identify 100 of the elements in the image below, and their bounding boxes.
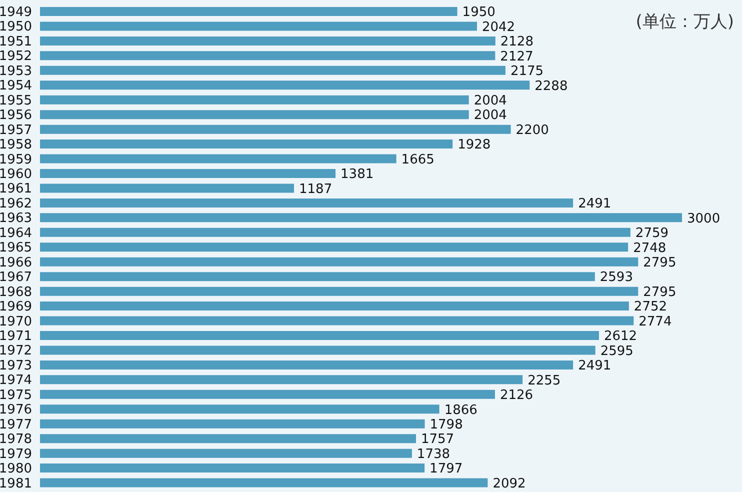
data-label: 2595 bbox=[600, 344, 634, 359]
y-tick-label: 1956 bbox=[0, 108, 32, 124]
y-tick-label: 1961 bbox=[0, 182, 32, 197]
bar bbox=[40, 302, 629, 311]
data-label: 2092 bbox=[492, 476, 526, 492]
bar bbox=[40, 360, 574, 370]
bar bbox=[40, 80, 530, 90]
y-tick-label: 1959 bbox=[0, 152, 32, 168]
data-label: 2200 bbox=[516, 122, 549, 138]
y-tick-label: 1967 bbox=[0, 270, 32, 286]
y-tick-label: 1949 bbox=[0, 4, 32, 20]
bar bbox=[40, 286, 638, 296]
data-label: 2255 bbox=[528, 373, 561, 388]
bar bbox=[40, 66, 506, 75]
data-label: 2175 bbox=[510, 64, 544, 80]
data-label: 2127 bbox=[500, 49, 534, 64]
data-label: 2288 bbox=[534, 78, 568, 94]
y-tick-label: 1976 bbox=[0, 402, 32, 418]
y-tick-label: 1972 bbox=[0, 344, 32, 359]
y-tick-label: 1952 bbox=[0, 49, 32, 64]
bar bbox=[40, 419, 425, 428]
bar bbox=[40, 184, 294, 193]
y-tick-label: 1951 bbox=[0, 34, 32, 50]
y-tick-label: 1957 bbox=[0, 122, 32, 138]
data-label: 2126 bbox=[500, 388, 534, 404]
bar bbox=[40, 316, 634, 326]
bar bbox=[40, 36, 496, 46]
data-label: 1928 bbox=[458, 138, 491, 153]
y-tick-label: 1969 bbox=[0, 300, 32, 315]
y-tick-label: 1960 bbox=[0, 166, 32, 182]
y-tick-label: 1953 bbox=[0, 64, 32, 79]
y-tick-label: 1974 bbox=[0, 373, 32, 388]
data-label: 1797 bbox=[430, 462, 463, 477]
data-label: 2004 bbox=[474, 108, 507, 124]
bar bbox=[40, 51, 496, 60]
data-label: 2042 bbox=[482, 20, 516, 35]
y-tick-label: 1966 bbox=[0, 255, 32, 270]
data-label: 1665 bbox=[401, 152, 434, 168]
bar bbox=[40, 7, 458, 16]
y-tick-label: 1950 bbox=[0, 20, 32, 35]
data-label: 1798 bbox=[430, 417, 463, 432]
y-tick-label: 1958 bbox=[0, 138, 32, 153]
data-label: 2795 bbox=[643, 284, 676, 300]
y-tick-label: 1955 bbox=[0, 93, 32, 108]
data-label: 2774 bbox=[638, 314, 672, 330]
y-tick-label: 1980 bbox=[0, 462, 32, 477]
y-tick-label: 1963 bbox=[0, 211, 32, 226]
bar bbox=[40, 140, 453, 149]
data-label: 2759 bbox=[635, 226, 669, 242]
data-label: 2795 bbox=[643, 255, 676, 270]
data-label: 2491 bbox=[578, 196, 612, 212]
data-label: 1187 bbox=[299, 182, 332, 197]
y-tick-label: 1964 bbox=[0, 226, 32, 241]
data-label: 1950 bbox=[462, 5, 496, 20]
bar bbox=[40, 272, 595, 282]
bar bbox=[40, 110, 469, 120]
y-tick-label: 1968 bbox=[0, 284, 32, 300]
bar bbox=[40, 346, 596, 355]
bar bbox=[40, 242, 628, 252]
data-label: 2004 bbox=[474, 93, 507, 108]
bar bbox=[40, 95, 469, 104]
y-tick-label: 1981 bbox=[0, 476, 32, 492]
bar bbox=[40, 228, 630, 237]
y-tick-label: 1979 bbox=[0, 446, 32, 462]
data-label: 1757 bbox=[421, 432, 454, 448]
data-label: 1381 bbox=[340, 167, 374, 182]
bar bbox=[40, 331, 599, 340]
y-tick-label: 1954 bbox=[0, 78, 32, 94]
data-label: 1738 bbox=[416, 446, 450, 462]
data-label: 2752 bbox=[634, 300, 668, 315]
y-tick-label: 1962 bbox=[0, 196, 32, 212]
bar bbox=[40, 169, 336, 178]
data-label: 2612 bbox=[604, 329, 638, 344]
y-tick-label: 1970 bbox=[0, 314, 32, 330]
bar bbox=[40, 213, 682, 222]
y-tick-label: 1975 bbox=[0, 388, 32, 403]
bar bbox=[40, 404, 440, 414]
data-label: 2128 bbox=[500, 34, 534, 50]
data-label: 2491 bbox=[578, 358, 612, 374]
y-tick-label: 1971 bbox=[0, 328, 32, 344]
data-label: 2748 bbox=[633, 240, 666, 256]
bar bbox=[40, 198, 574, 208]
bar bbox=[40, 478, 488, 488]
bar bbox=[40, 257, 638, 266]
bar bbox=[40, 390, 495, 399]
y-tick-label: 1973 bbox=[0, 358, 32, 374]
bar bbox=[40, 434, 416, 444]
bar bbox=[40, 375, 523, 384]
y-tick-label: 1978 bbox=[0, 432, 32, 448]
bar bbox=[40, 448, 412, 458]
y-tick-label: 1977 bbox=[0, 417, 32, 432]
bar bbox=[40, 464, 425, 473]
data-label: 1866 bbox=[444, 402, 478, 418]
bar bbox=[40, 22, 477, 31]
y-tick-label: 1965 bbox=[0, 240, 32, 256]
data-label: 3000 bbox=[687, 211, 720, 226]
data-label: 2593 bbox=[600, 270, 633, 286]
bar bbox=[40, 124, 511, 134]
bar bbox=[40, 154, 396, 164]
annotation: (单位：万人) bbox=[636, 11, 734, 33]
